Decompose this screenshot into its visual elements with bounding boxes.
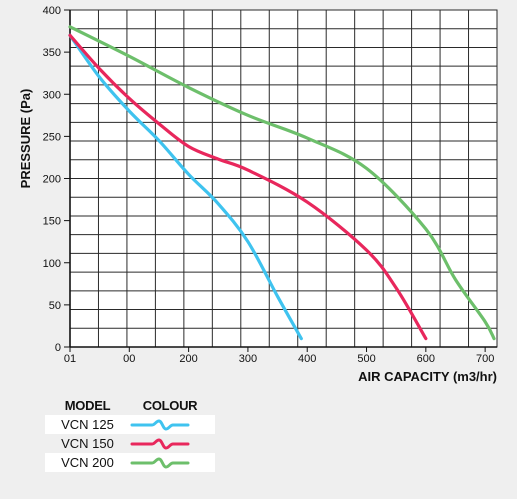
y-tick-label: 200: [43, 174, 61, 186]
legend-model-label: VCN 125: [61, 417, 114, 432]
legend: MODEL COLOUR VCN 125 VCN 150 VCN 200: [45, 395, 215, 472]
series-line-vcn-125: [68, 33, 303, 341]
legend-model-label: VCN 150: [61, 436, 114, 451]
tick-labels: 0 50 100 150 200 250 300 350 400 01 00 200 300 400 500…: [43, 5, 495, 365]
legend-colour-swatch: [130, 437, 210, 450]
series-layer: [68, 25, 496, 341]
y-axis-label: PRESSURE (Pa): [18, 89, 33, 189]
legend-row: VCN 125: [45, 415, 215, 434]
series-line-vcn-150: [68, 33, 428, 341]
series-line-vcn-200: [68, 25, 496, 341]
legend-model-label: VCN 200: [61, 455, 114, 470]
grid: [70, 10, 497, 347]
x-tick-label: 00: [123, 353, 135, 365]
y-tick-label: 300: [43, 89, 61, 101]
legend-colour-swatch: [130, 418, 210, 431]
y-tick-label: 250: [43, 131, 61, 143]
legend-header: MODEL COLOUR: [45, 395, 215, 415]
legend-row: VCN 150: [45, 434, 215, 453]
legend-row: VCN 200: [45, 453, 215, 472]
x-tick-label: 200: [179, 353, 197, 365]
x-axis-label: AIR CAPACITY (m3/hr): [358, 369, 497, 384]
y-tick-label: 150: [43, 216, 61, 228]
x-tick-label: 600: [417, 353, 435, 365]
x-tick-label: 300: [239, 353, 257, 365]
y-tick-label: 100: [43, 258, 61, 270]
x-tick-label: 700: [476, 353, 494, 365]
legend-colour-swatch: [130, 456, 210, 469]
x-tick-label: 01: [64, 353, 76, 365]
y-tick-label: 50: [49, 300, 61, 312]
y-tick-label: 0: [55, 342, 61, 354]
legend-colour-header: COLOUR: [142, 397, 198, 413]
x-tick-label: 400: [298, 353, 316, 365]
y-tick-label: 400: [43, 5, 61, 17]
legend-model-header: MODEL: [64, 397, 111, 413]
pressure-capacity-chart: 0 50 100 150 200 250 300 350 400 01 00 200 300 400 500…: [18, 5, 498, 384]
x-tick-label: 500: [357, 353, 375, 365]
y-tick-label: 350: [43, 47, 61, 59]
